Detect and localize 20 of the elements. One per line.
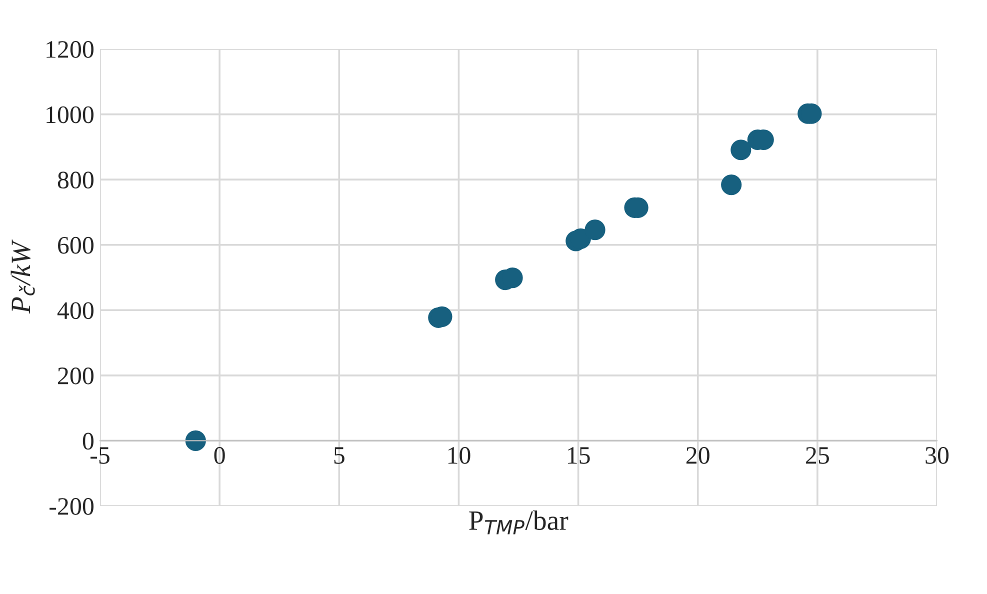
- x-tick-label: 30: [926, 446, 949, 464]
- x-tick-label: 5: [334, 447, 344, 464]
- x-tick-label: 25: [806, 447, 829, 464]
- y-tick-label: 200: [58, 367, 94, 384]
- point: [185, 430, 206, 452]
- x-axis-title: P$_{TMP}$/bar: [469, 510, 568, 534]
- x-tick-label: 20: [686, 446, 710, 464]
- y-tick-label: 1200: [46, 41, 94, 58]
- x-tick-label: 15: [568, 447, 590, 464]
- y-tick-label: 600: [58, 236, 94, 254]
- point: [721, 174, 742, 196]
- y-tick-label: 400: [57, 302, 94, 320]
- y-tick-label: 800: [58, 172, 94, 188]
- x-tick-label: 0: [214, 446, 225, 464]
- y-axis-title: P$_{č}$/kW: [10, 240, 35, 314]
- x-tick-label: 10: [448, 446, 470, 464]
- y-tick-label: 1000: [46, 106, 94, 124]
- y-tick-label: -200: [50, 498, 94, 515]
- point: [584, 220, 606, 240]
- point: [730, 140, 752, 160]
